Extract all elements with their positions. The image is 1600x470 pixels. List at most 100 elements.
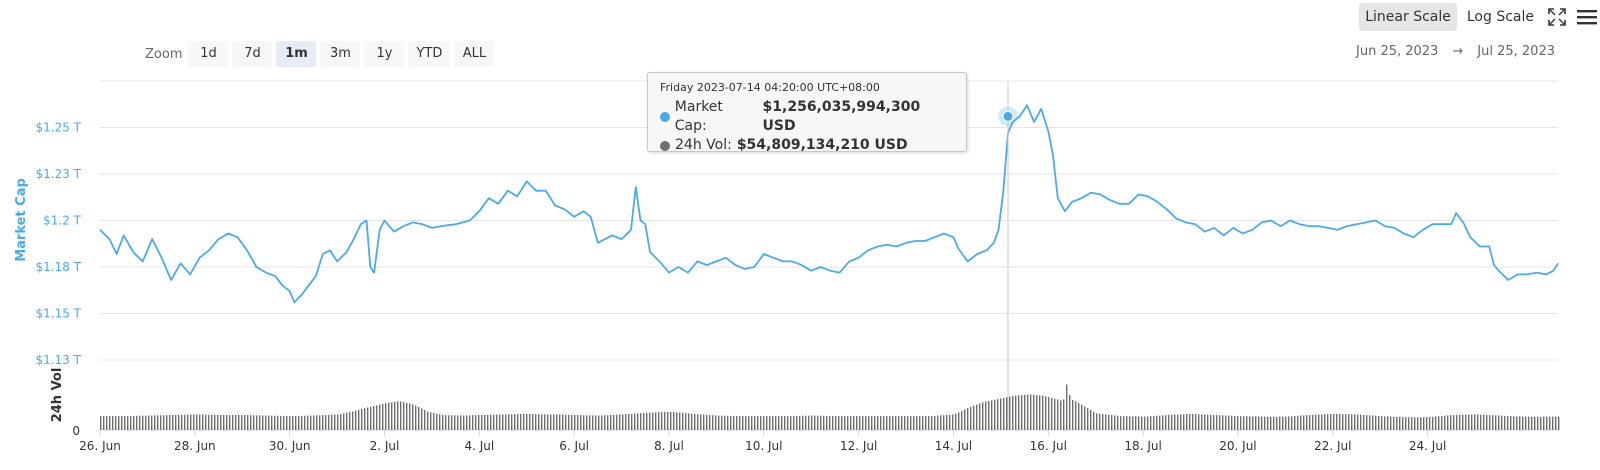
volume-bar — [1144, 416, 1146, 430]
volume-bar — [973, 405, 975, 430]
volume-bar — [439, 414, 441, 430]
zoom-all-button[interactable]: ALL — [454, 41, 495, 67]
market-cap-line — [99, 104, 1559, 304]
volume-bar — [1369, 415, 1371, 430]
volume-bar — [319, 415, 321, 430]
zoom-1m-button[interactable]: 1m — [276, 41, 317, 67]
volume-bar — [967, 408, 969, 430]
volume-zero-label: 0 — [72, 424, 80, 438]
volume-bar — [1195, 414, 1197, 430]
volume-bar — [1339, 414, 1341, 430]
volume-bar — [1465, 414, 1467, 430]
volume-bar — [1537, 416, 1539, 430]
volume-bar — [892, 416, 894, 430]
volume-bar — [940, 415, 942, 430]
volume-bar — [340, 413, 342, 430]
volume-bar — [1351, 414, 1353, 430]
volume-bar — [415, 405, 417, 430]
zoom-7d-button[interactable]: 7d — [232, 41, 273, 67]
volume-bar — [1489, 415, 1491, 430]
volume-bar — [298, 415, 300, 430]
volume-bar — [1408, 417, 1410, 430]
volume-bar — [202, 414, 204, 430]
volume-bar — [937, 415, 939, 430]
zoom-3m-button[interactable]: 3m — [320, 41, 361, 67]
volume-bar — [226, 415, 228, 430]
zoom-selector: Zoom 1d 7d 1m 3m 1y YTD ALL — [145, 41, 495, 67]
linear-scale-button[interactable]: Linear Scale — [1359, 3, 1457, 31]
volume-bar — [970, 406, 972, 430]
volume-bar — [1186, 414, 1188, 430]
volume-bar — [1279, 416, 1281, 430]
volume-bar — [1477, 414, 1479, 430]
volume-bar — [838, 416, 840, 430]
volume-bar — [739, 416, 741, 430]
volume-bar — [730, 415, 732, 430]
volume-bar — [1291, 416, 1293, 430]
y-axis-ticks: $1.13 T $1.15 T $1.18 T $1.2 T $1.23 T $1.25 … — [36, 121, 82, 368]
zoom-1y-button[interactable]: 1y — [364, 41, 405, 67]
volume-bar — [412, 404, 414, 430]
volume-bar — [1447, 415, 1449, 430]
volume-bar — [1012, 396, 1014, 430]
volume-bar — [1330, 414, 1332, 430]
volume-bar — [1147, 416, 1149, 430]
volume-bar — [1105, 414, 1107, 430]
volume-bar — [295, 415, 297, 430]
volume-bar — [877, 416, 879, 430]
volume-bar — [1120, 416, 1122, 430]
volume-bar — [733, 415, 735, 430]
volume-bar — [646, 412, 648, 430]
log-scale-button[interactable]: Log Scale — [1460, 3, 1540, 31]
volume-bar — [1096, 413, 1098, 430]
volume-bar — [1243, 416, 1245, 430]
volume-bar — [1087, 408, 1089, 430]
volume-bar — [751, 416, 753, 430]
volume-bars — [100, 384, 1560, 430]
volume-bar — [553, 414, 555, 430]
volume-bar — [619, 414, 621, 430]
volume-bar — [280, 415, 282, 430]
volume-bar — [847, 416, 849, 430]
volume-bar — [220, 415, 222, 430]
volume-bar — [958, 412, 960, 430]
volume-bar — [1294, 416, 1296, 430]
volume-bar — [400, 401, 402, 430]
fullscreen-icon[interactable] — [1544, 4, 1570, 30]
volume-bar — [928, 416, 930, 430]
volume-bar — [124, 416, 126, 430]
volume-bar — [736, 416, 738, 430]
volume-bar — [883, 416, 885, 430]
hamburger-menu-icon[interactable] — [1574, 4, 1600, 30]
zoom-ytd-button[interactable]: YTD — [408, 41, 451, 67]
range-to-date[interactable]: Jul 25, 2023 — [1477, 44, 1555, 59]
volume-bar — [1264, 416, 1266, 430]
volume-bar — [508, 414, 510, 430]
volume-bar — [127, 416, 129, 430]
volume-bar — [859, 416, 861, 430]
volume-bar — [1159, 415, 1161, 430]
volume-bar — [241, 415, 243, 430]
zoom-1d-button[interactable]: 1d — [188, 41, 229, 67]
volume-bar — [544, 414, 546, 430]
volume-bar — [766, 416, 768, 430]
volume-bar — [1153, 415, 1155, 430]
volume-bar — [1057, 399, 1059, 430]
volume-bar — [427, 411, 429, 430]
volume-bar — [1015, 395, 1017, 430]
volume-bar — [1471, 414, 1473, 430]
volume-bar — [1552, 416, 1554, 430]
range-from-date[interactable]: Jun 25, 2023 — [1356, 44, 1439, 59]
tooltip: Friday 2023-07-14 04:20:00 UTC+08:00 Mar… — [647, 72, 967, 153]
volume-bar — [121, 416, 123, 430]
volume-axis-label: 24h Vol — [50, 368, 65, 423]
x-tick-label: 20. Jul — [1219, 439, 1256, 453]
volume-bar — [1258, 416, 1260, 430]
volume-bar — [1357, 414, 1359, 430]
volume-bar — [1549, 416, 1551, 430]
x-tick-label: 18. Jul — [1124, 439, 1161, 453]
volume-bar — [754, 416, 756, 430]
volume-bar — [1213, 414, 1215, 430]
volume-bar — [1273, 416, 1275, 430]
